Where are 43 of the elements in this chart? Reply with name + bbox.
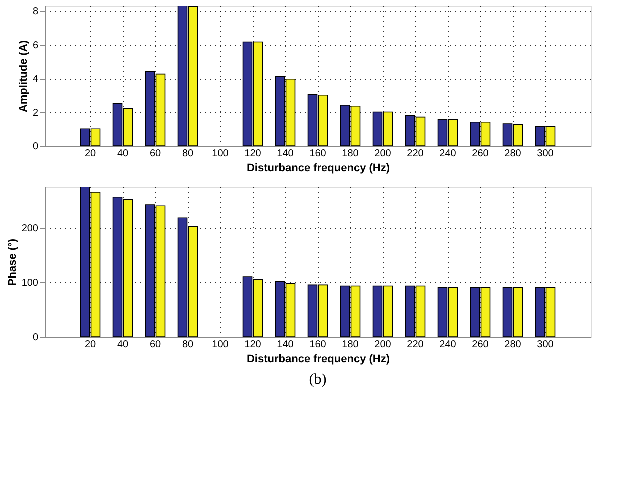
x-tick-label: 240 [440,340,457,350]
y-axis-title: Phase (°) [6,238,19,286]
x-tick-label: 100 [212,148,230,160]
x-tick-label: 60 [150,148,162,160]
x-tick-label: 40 [117,148,129,160]
x-tick-label: 120 [244,340,262,350]
x-tick-label: 140 [277,148,294,160]
y-tick-label: 4 [32,74,39,86]
y-tick-label: 0 [32,332,39,344]
x-tick-label: 200 [374,340,392,350]
y-tick-label: 6 [32,40,39,52]
x-tick-label: 280 [504,148,522,160]
y-axis-title: Amplitude (A) [18,40,30,113]
x-axis-title: Disturbance frequency (Hz) [246,354,390,366]
text: (b) [309,372,327,388]
x-tick-label: 280 [504,340,522,350]
x-tick-label: 180 [342,148,360,160]
x-tick-label: 300 [537,340,554,350]
x-tick-label: 40 [117,340,129,350]
x-tick-label: 160 [310,148,327,160]
x-tick-label: 260 [472,340,490,350]
x-tick-label: 60 [150,340,162,350]
x-tick-label: 80 [182,340,194,350]
x-tick-label: 80 [182,148,194,160]
y-tick-label: 2 [32,108,39,119]
x-tick-label: 160 [310,340,327,350]
x-tick-label: 300 [537,148,554,160]
x-tick-label: 140 [277,340,294,350]
x-tick-label: 120 [244,148,262,160]
x-tick-label: 200 [374,148,392,160]
y-tick-label: 200 [22,223,39,234]
x-axis-title: Disturbance frequency (Hz) [246,162,390,174]
x-tick-label: 100 [212,340,230,350]
y-tick-label: 0 [32,142,39,152]
x-tick-label: 180 [342,340,360,350]
x-tick-label: 220 [407,340,424,350]
x-tick-label: 240 [440,148,457,160]
y-tick-label: 100 [22,278,39,289]
x-tick-label: 20 [84,148,96,160]
y-tick-label: 8 [32,6,39,18]
x-tick-label: 220 [407,148,424,160]
x-tick-label: 20 [84,340,96,350]
x-tick-label: 260 [472,148,490,160]
